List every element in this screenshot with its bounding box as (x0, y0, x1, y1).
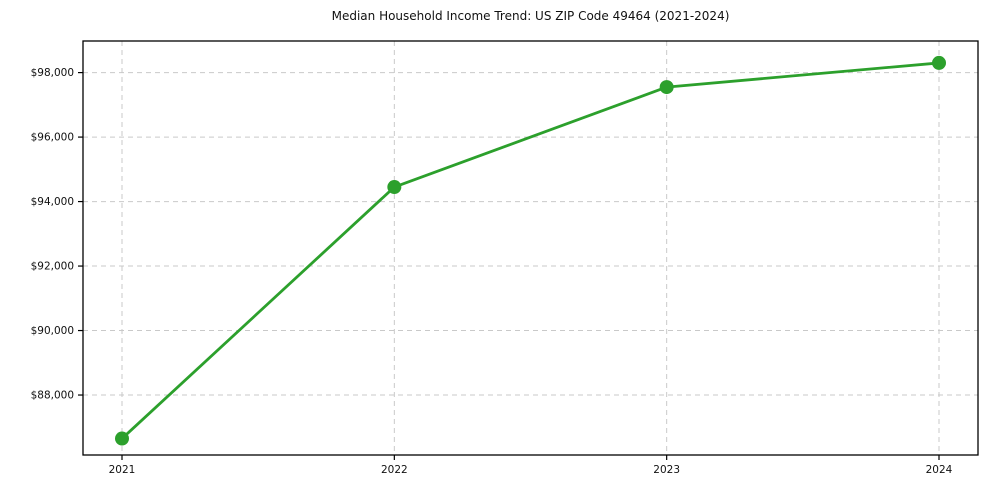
y-tick-label: $98,000 (31, 67, 74, 79)
chart-title: Median Household Income Trend: US ZIP Co… (331, 9, 730, 23)
plot-frame (82, 40, 979, 456)
y-tick-label: $96,000 (31, 132, 74, 144)
income-line (120, 61, 941, 440)
y-tick-label: $88,000 (31, 390, 74, 402)
data-point-marker (659, 80, 674, 95)
x-tick-label: 2023 (653, 464, 680, 476)
x-tick-label: 2024 (926, 464, 953, 476)
y-tick-label: $92,000 (31, 261, 74, 273)
y-tick-label: $94,000 (31, 196, 74, 208)
data-point-marker (932, 55, 946, 70)
data-point-marker (387, 180, 402, 195)
y-tick-label: $90,000 (31, 325, 74, 337)
x-tick-label: 2021 (109, 464, 136, 476)
data-point-marker (115, 431, 129, 446)
x-tick-label: 2022 (381, 464, 408, 476)
